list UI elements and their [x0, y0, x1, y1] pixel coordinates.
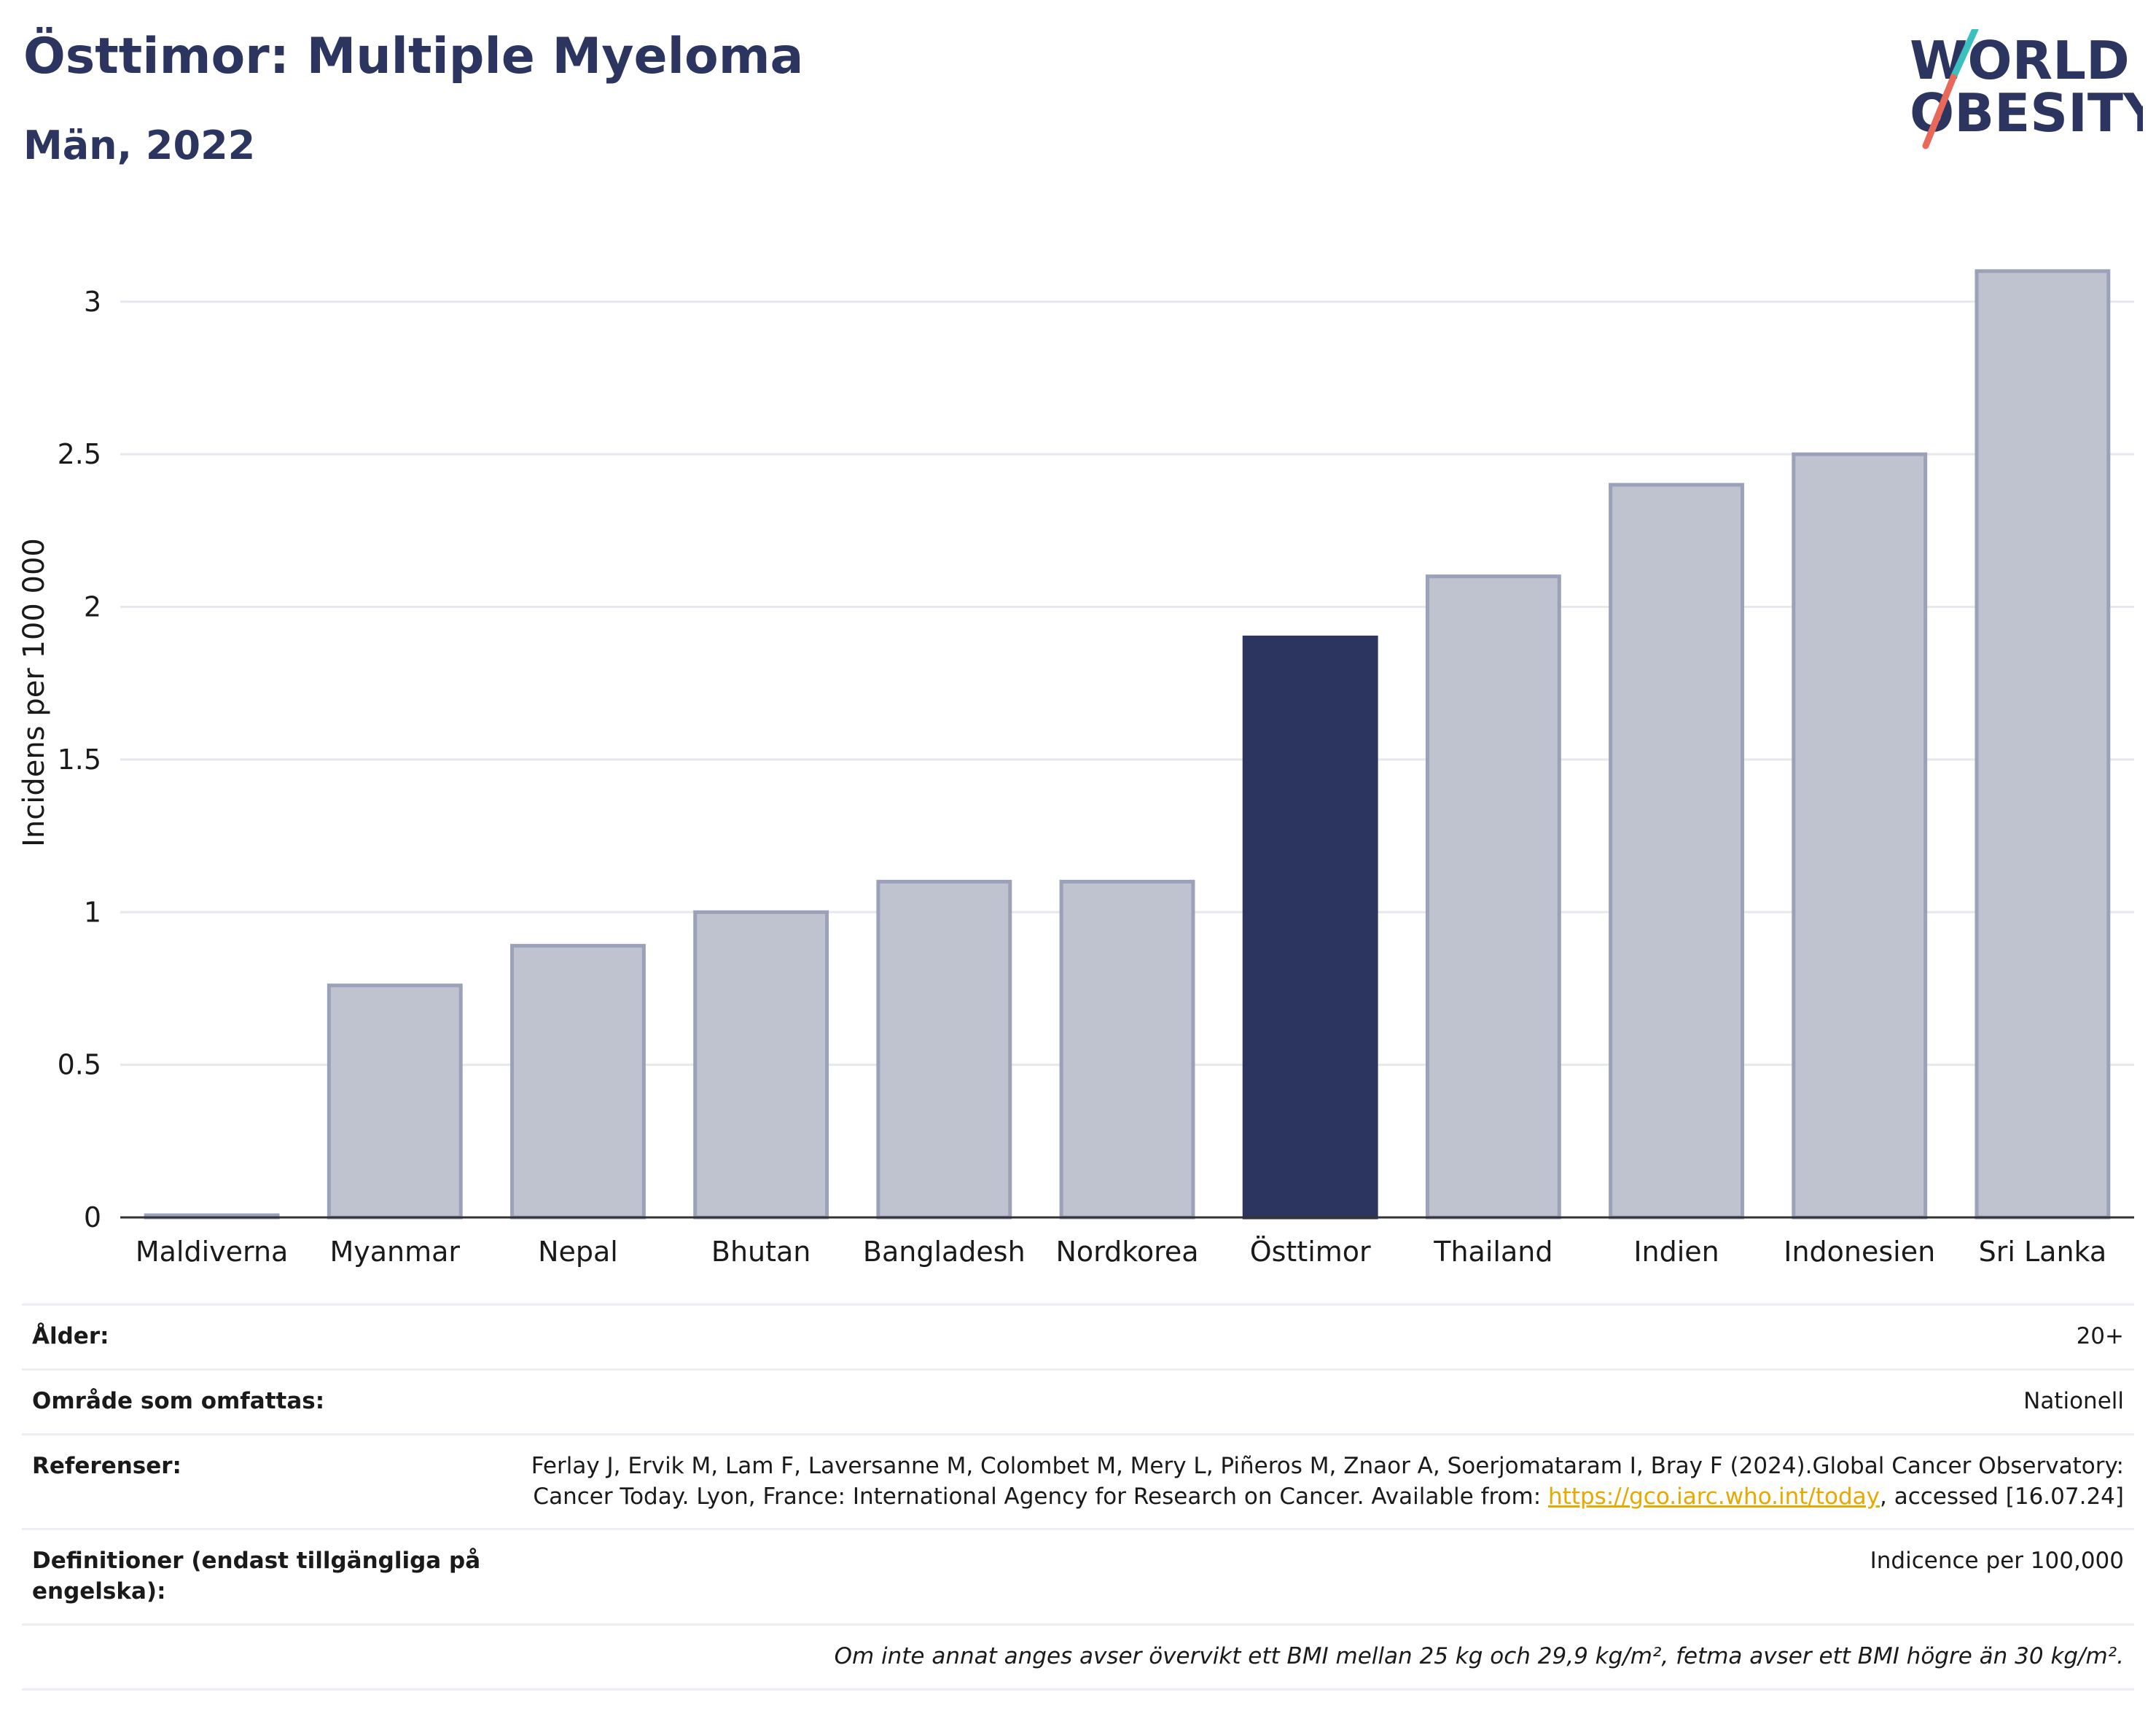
bar-östtimor — [1242, 635, 1378, 1220]
chart-title: Östtimor: Multiple Myeloma — [23, 28, 804, 85]
y-tick-label: 2 — [84, 591, 101, 623]
x-tick-label: Bangladesh — [863, 1236, 1026, 1268]
y-tick-label: 1.5 — [58, 744, 101, 776]
x-tick-label: Myanmar — [329, 1236, 460, 1268]
y-tick-label: 3 — [84, 286, 101, 318]
bars — [144, 269, 2111, 1220]
y-tick-label: 1 — [84, 896, 101, 928]
bar-thailand — [1425, 574, 1561, 1220]
bar-indonesien — [1792, 452, 1928, 1220]
area-label: Område som omfattas: — [22, 1368, 509, 1435]
x-tick-label: Indonesien — [1784, 1236, 1935, 1268]
y-tick-label: 0.5 — [58, 1049, 101, 1081]
reference-link[interactable]: https://gco.iarc.who.int/today — [1548, 1483, 1880, 1510]
info-row-references: Referenser: Ferlay J, Ervik M, Lam F, La… — [22, 1432, 2134, 1529]
reference-text: Ferlay J, Ervik M, Lam F, Laversanne M, … — [531, 1452, 2124, 1510]
references-value: Ferlay J, Ervik M, Lam F, Laversanne M, … — [509, 1432, 2134, 1529]
y-tick-label: 0 — [84, 1201, 101, 1233]
age-label: Ålder: — [22, 1303, 509, 1370]
x-tick-label: Sri Lanka — [1979, 1236, 2107, 1268]
definitions-label: Definitioner (endast tillgängliga på eng… — [22, 1528, 509, 1625]
x-tick-label: Maldiverna — [136, 1236, 289, 1268]
x-tick-label: Thailand — [1433, 1236, 1552, 1268]
x-tick-labels: Maldiverna Myanmar Nepal Bhutan Bangladesh No… — [136, 1236, 2106, 1268]
references-label: Referenser: — [22, 1432, 509, 1529]
x-tick-label: Indien — [1633, 1236, 1719, 1268]
bar-sri-lanka — [1975, 269, 2111, 1220]
info-row-note: Om inte annat anges avser övervikt ett B… — [22, 1623, 2134, 1691]
logo-line1: WORLD — [1910, 30, 2130, 91]
x-tick-label: Nordkorea — [1055, 1236, 1198, 1268]
y-tick-label: 2.5 — [58, 438, 101, 470]
y-tick-labels: 0 0.5 1 1.5 2 2.5 3 — [58, 286, 101, 1233]
bar-myanmar — [327, 983, 463, 1220]
age-value: 20+ — [509, 1303, 2134, 1370]
info-table: Ålder: 20+ Område som omfattas: Nationel… — [22, 1303, 2134, 1691]
info-row-age: Ålder: 20+ — [22, 1303, 2134, 1370]
bar-chart: 0 0.5 1 1.5 2 2.5 3 Maldiverna Myanmar Nepal Bhut… — [17, 269, 2134, 1268]
x-tick-label: Östtimor — [1250, 1236, 1371, 1268]
info-row-definitions: Definitioner (endast tillgängliga på eng… — [22, 1528, 2134, 1625]
x-tick-label: Nepal — [538, 1236, 618, 1268]
bmi-note: Om inte annat anges avser övervikt ett B… — [22, 1623, 2134, 1691]
area-value: Nationell — [509, 1368, 2134, 1435]
definitions-value: Indicence per 100,000 — [509, 1528, 2134, 1625]
bar-nepal — [510, 943, 646, 1220]
bar-nordkorea — [1059, 879, 1195, 1220]
bar-bangladesh — [876, 879, 1012, 1220]
chart-subtitle: Män, 2022 — [23, 122, 256, 168]
world-obesity-logo: WORLD OBESITY — [1910, 29, 2143, 149]
bar-bhutan — [693, 910, 829, 1220]
info-row-area: Område som omfattas: Nationell — [22, 1368, 2134, 1435]
x-tick-label: Bhutan — [711, 1236, 811, 1268]
reference-accessed: , accessed [16.07.24] — [1879, 1483, 2124, 1510]
bar-indien — [1609, 483, 1744, 1220]
y-axis-label: Incidens per 100 000 — [17, 538, 51, 847]
